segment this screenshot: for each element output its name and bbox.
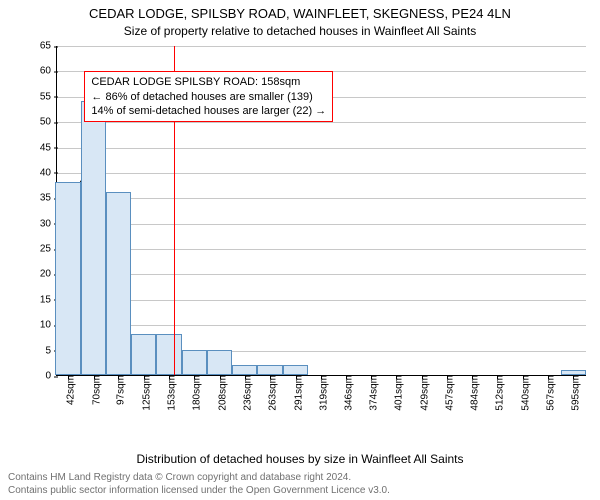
x-tick-label: 153sqm xyxy=(161,375,178,411)
x-tick-label: 236sqm xyxy=(237,375,254,411)
x-tick-label: 125sqm xyxy=(135,375,152,411)
x-tick-label: 457sqm xyxy=(439,375,456,411)
footer-line1: Contains HM Land Registry data © Crown c… xyxy=(8,472,390,485)
gridline-h xyxy=(57,249,586,250)
annotation-line2: ← 86% of detached houses are smaller (13… xyxy=(91,90,326,104)
annotation-box: CEDAR LODGE SPILSBY ROAD: 158sqm← 86% of… xyxy=(84,71,333,122)
plot-area: 0510152025303540455055606542sqm70sqm97sq… xyxy=(56,46,586,376)
x-tick-label: 595sqm xyxy=(565,375,582,411)
histogram-bar xyxy=(55,182,80,375)
x-tick-label: 346sqm xyxy=(337,375,354,411)
x-tick-label: 540sqm xyxy=(515,375,532,411)
x-tick-label: 319sqm xyxy=(313,375,330,411)
x-tick-label: 208sqm xyxy=(211,375,228,411)
x-tick-label: 374sqm xyxy=(363,375,380,411)
histogram-bar xyxy=(207,350,232,375)
histogram-bar xyxy=(182,350,207,375)
annotation-line1: CEDAR LODGE SPILSBY ROAD: 158sqm xyxy=(91,75,326,89)
gridline-h xyxy=(57,300,586,301)
gridline-h xyxy=(57,224,586,225)
histogram-bar xyxy=(232,365,257,375)
x-tick-label: 567sqm xyxy=(539,375,556,411)
histogram-bar xyxy=(257,365,282,375)
gridline-h xyxy=(57,274,586,275)
x-tick-label: 180sqm xyxy=(186,375,203,411)
histogram-bar xyxy=(283,365,308,375)
footer-attribution: Contains HM Land Registry data © Crown c… xyxy=(8,472,390,497)
footer-line2: Contains public sector information licen… xyxy=(8,485,390,498)
y-tick-label: 45 xyxy=(40,142,57,153)
x-tick-label: 429sqm xyxy=(413,375,430,411)
x-tick-label: 97sqm xyxy=(110,375,127,405)
x-tick-label: 291sqm xyxy=(287,375,304,411)
histogram-bar xyxy=(106,192,131,375)
gridline-h xyxy=(57,325,586,326)
x-tick-label: 401sqm xyxy=(388,375,405,411)
x-tick-label: 70sqm xyxy=(85,375,102,405)
x-tick-label: 512sqm xyxy=(489,375,506,411)
y-tick-label: 65 xyxy=(40,41,57,52)
x-tick-label: 42sqm xyxy=(59,375,76,405)
chart-title-line1: CEDAR LODGE, SPILSBY ROAD, WAINFLEET, SK… xyxy=(0,6,600,21)
gridline-h xyxy=(57,173,586,174)
histogram-bar xyxy=(156,334,181,375)
gridline-h xyxy=(57,46,586,47)
chart-title-line2: Size of property relative to detached ho… xyxy=(0,24,600,38)
histogram-bar xyxy=(81,101,106,375)
gridline-h xyxy=(57,122,586,123)
y-tick-label: 40 xyxy=(40,167,57,178)
y-tick-label: 60 xyxy=(40,66,57,77)
x-tick-label: 484sqm xyxy=(463,375,480,411)
annotation-line3: 14% of semi-detached houses are larger (… xyxy=(91,104,326,118)
histogram-bar xyxy=(131,334,156,375)
gridline-h xyxy=(57,148,586,149)
gridline-h xyxy=(57,198,586,199)
y-tick-label: 50 xyxy=(40,117,57,128)
y-tick-label: 55 xyxy=(40,91,57,102)
x-axis-label: Distribution of detached houses by size … xyxy=(0,452,600,466)
x-tick-label: 263sqm xyxy=(261,375,278,411)
